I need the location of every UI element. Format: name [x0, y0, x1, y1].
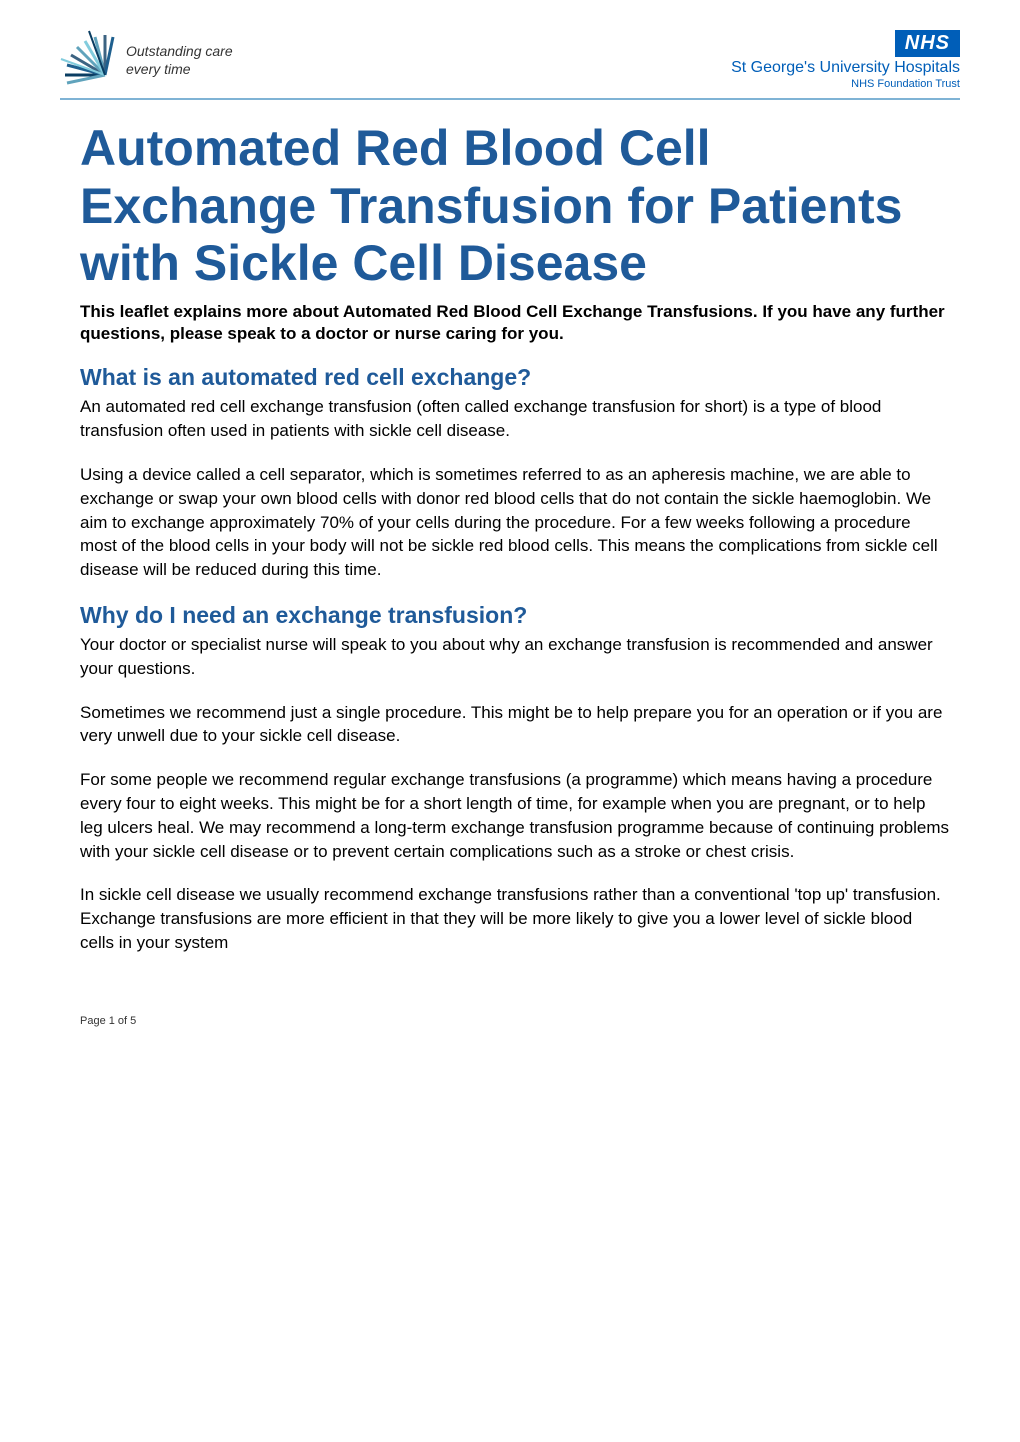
body-paragraph: An automated red cell exchange transfusi…	[80, 395, 950, 443]
logo-tagline: Outstanding care every time	[126, 42, 233, 78]
body-paragraph: Sometimes we recommend just a single pro…	[80, 701, 950, 749]
section-heading: Why do I need an exchange transfusion?	[80, 602, 950, 629]
intro-paragraph: This leaflet explains more about Automat…	[80, 301, 950, 347]
nhs-logo-block: NHS St George's University Hospitals NHS…	[731, 30, 960, 90]
body-paragraph: For some people we recommend regular exc…	[80, 768, 950, 863]
section-heading: What is an automated red cell exchange?	[80, 364, 950, 391]
body-paragraph: Your doctor or specialist nurse will spe…	[80, 633, 950, 681]
tagline-line2: every time	[126, 60, 233, 78]
page-header: Outstanding care every time NHS St Georg…	[60, 30, 960, 90]
document-title: Automated Red Blood Cell Exchange Transf…	[80, 120, 950, 293]
page-footer: Page 1 of 5	[60, 1015, 960, 1027]
body-paragraph: Using a device called a cell separator, …	[80, 463, 950, 582]
body-paragraph: In sickle cell disease we usually recomm…	[80, 883, 950, 954]
hospital-name: St George's University Hospitals	[731, 59, 960, 77]
header-divider	[60, 98, 960, 100]
page-indicator: Page 1 of 5	[80, 1015, 136, 1027]
tagline-line1: Outstanding care	[126, 42, 233, 60]
sunburst-icon	[60, 30, 120, 90]
nhs-logo: NHS	[895, 30, 960, 57]
trust-name: NHS Foundation Trust	[731, 78, 960, 90]
document-content: Automated Red Blood Cell Exchange Transf…	[60, 120, 960, 955]
outstanding-care-logo: Outstanding care every time	[60, 30, 233, 90]
